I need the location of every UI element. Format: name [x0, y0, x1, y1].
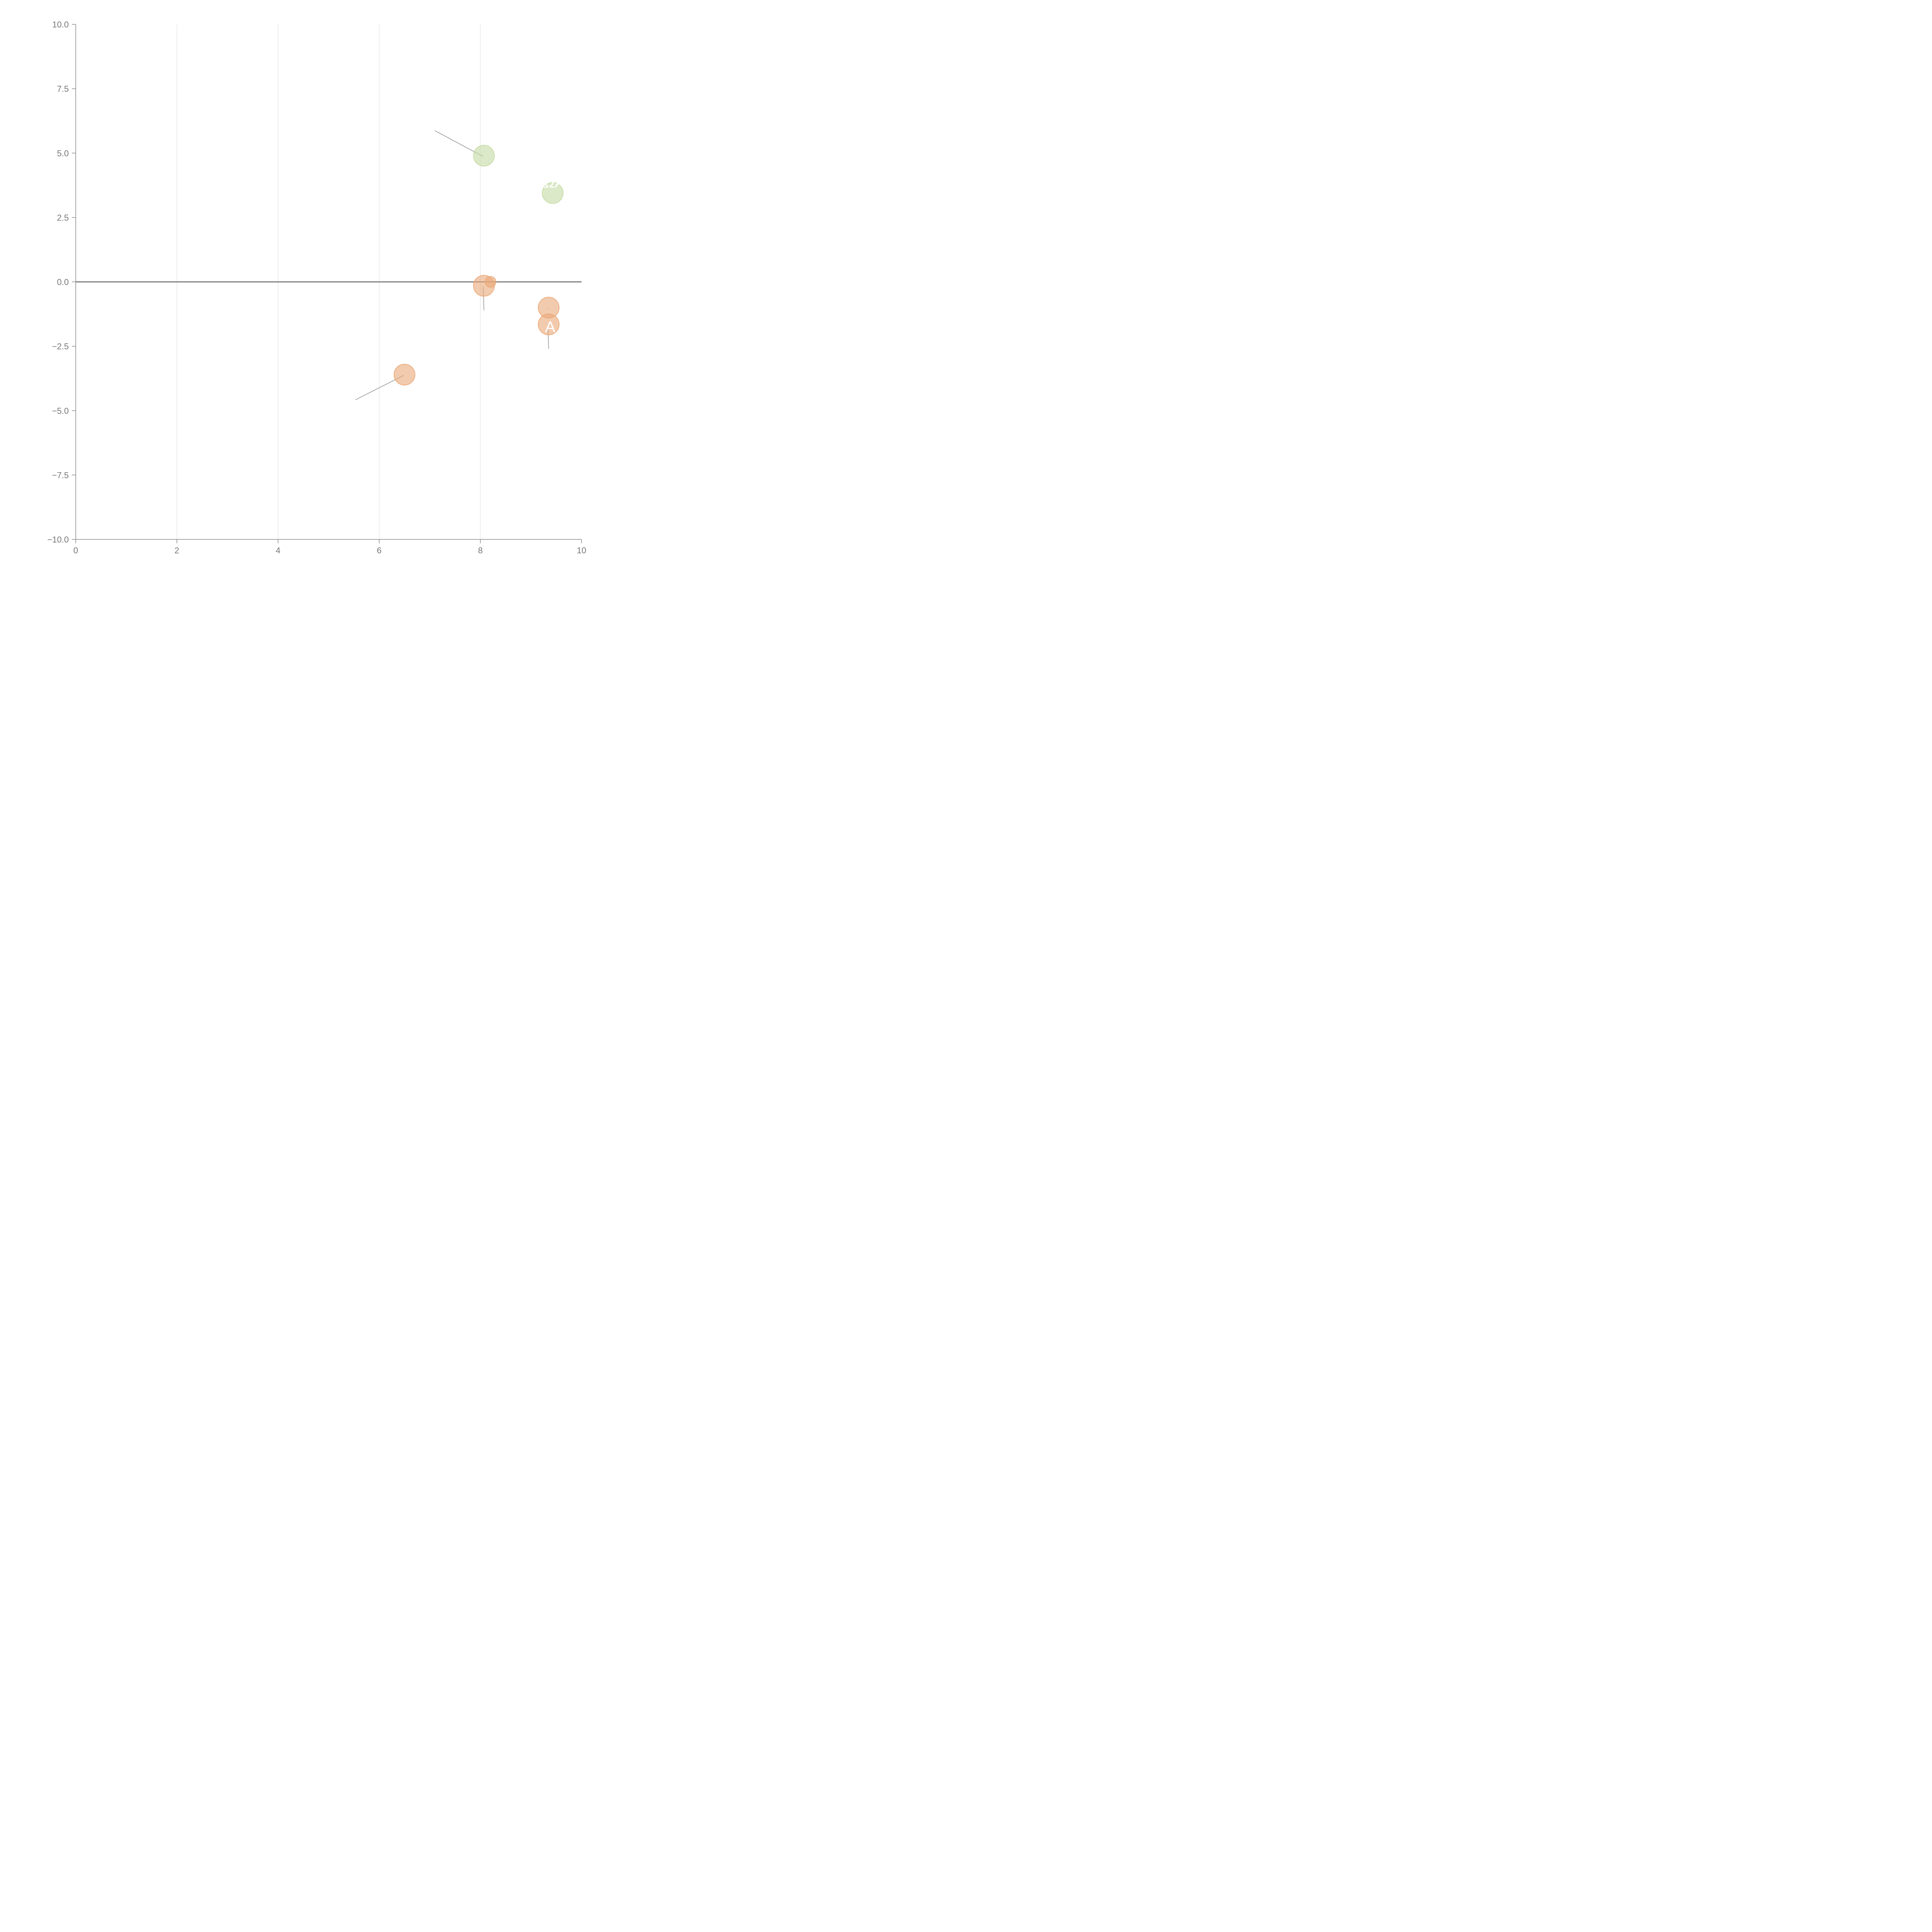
scatter-chart: 0 2 4 6 8 10 10.0 7.5 5.0 2.5 0.0 −2.5 −5.0 −7.5 −10.0… — [47, 20, 586, 555]
axes — [72, 24, 582, 543]
y-tick-label-0: 10.0 — [52, 20, 69, 29]
y-tick-label-5: −2.5 — [52, 342, 69, 351]
y-tick-label-1: 7.5 — [57, 84, 69, 94]
point-label-5: A — [545, 318, 556, 335]
x-tick-label-0: 0 — [73, 546, 78, 555]
x-tick-label-3: 6 — [377, 546, 381, 555]
data-point-1 — [542, 182, 564, 204]
y-tick-label-3: 2.5 — [57, 213, 69, 223]
data-points — [393, 145, 564, 386]
x-tick-label-4: 8 — [478, 546, 483, 555]
leader-lines — [355, 130, 549, 400]
y-tick-label-2: 5.0 — [57, 148, 69, 158]
point-label-1: ΩA — [543, 174, 565, 191]
data-point-5 — [537, 313, 560, 335]
data-point-0 — [473, 145, 495, 167]
data-point-6 — [393, 364, 415, 386]
y-tick-label-8: −10.0 — [47, 535, 69, 544]
y-tick-label-4: 0.0 — [57, 277, 69, 287]
x-tick-label-1: 2 — [175, 546, 179, 555]
data-point-3 — [485, 276, 497, 288]
y-tick-label-7: −7.5 — [52, 470, 69, 480]
y-tick-label-6: −5.0 — [52, 406, 69, 416]
tick-labels: 0 2 4 6 8 10 10.0 7.5 5.0 2.5 0.0 −2.5 −5.0 −7.5 −10.0 — [47, 20, 586, 555]
x-tick-label-2: 4 — [276, 546, 280, 555]
x-tick-label-5: 10 — [577, 546, 586, 555]
point-labels: ΩA A — [543, 174, 565, 336]
